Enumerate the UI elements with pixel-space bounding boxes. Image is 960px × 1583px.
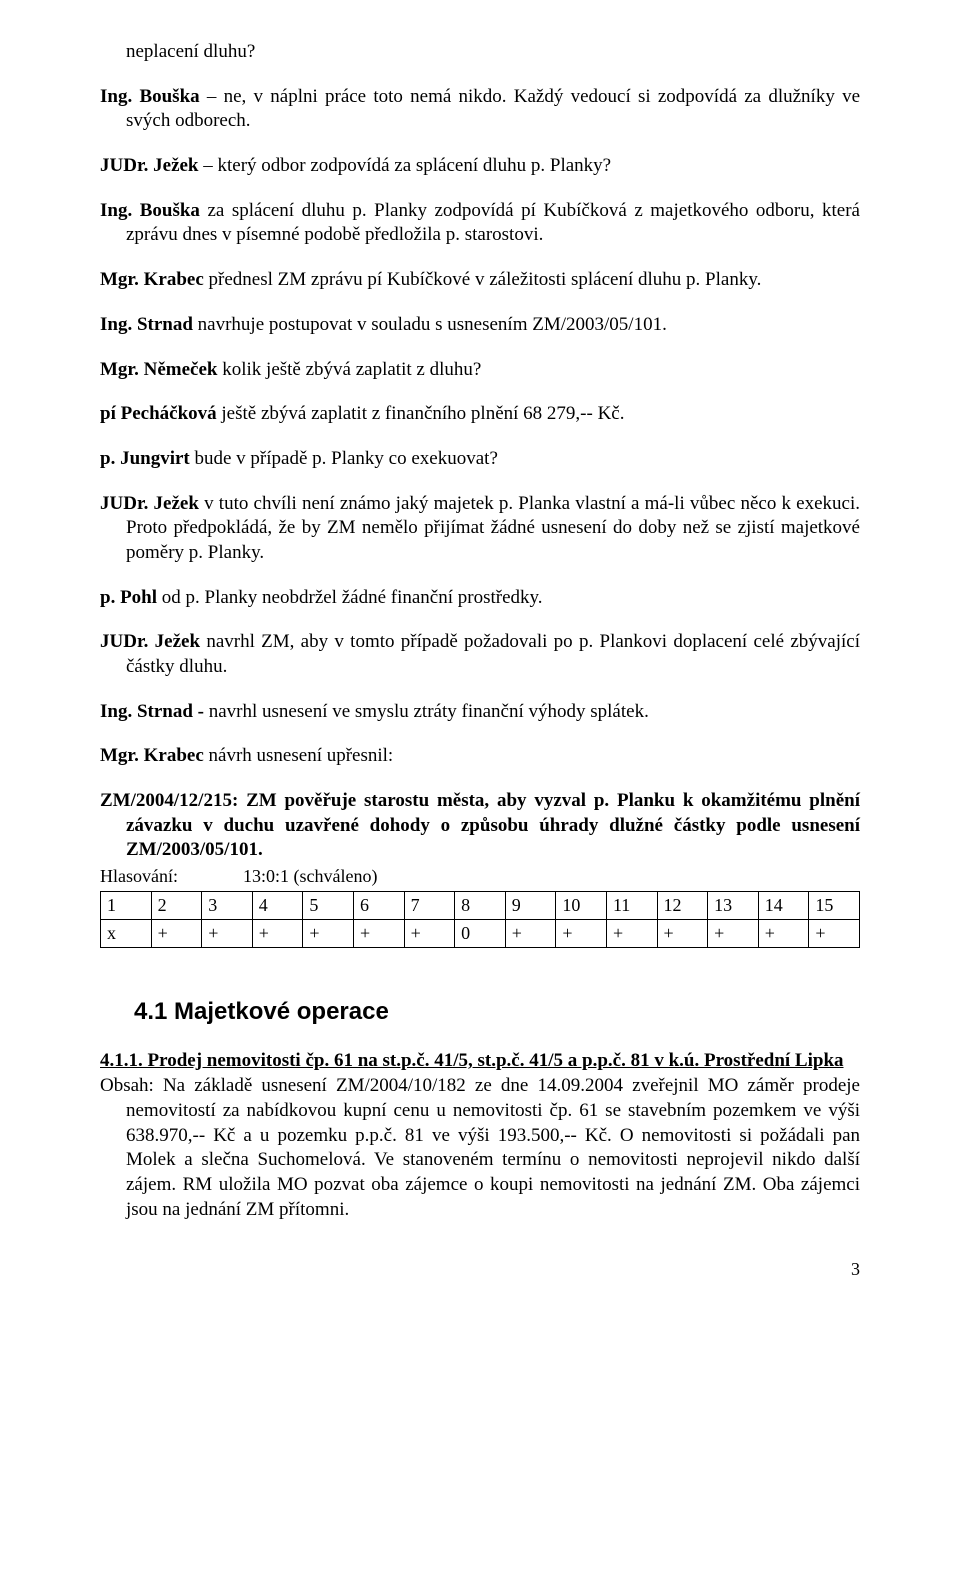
vote-cell: + <box>252 919 303 947</box>
speaker: JUDr. Ježek <box>100 493 199 514</box>
speaker: JUDr. Ježek <box>100 631 200 652</box>
vote-cell: 9 <box>505 891 556 919</box>
speaker: Mgr. Němeček <box>100 359 217 380</box>
obsah-paragraph: Obsah: Na základě usnesení ZM/2004/10/18… <box>100 1074 860 1222</box>
text: – ne, v náplni práce toto nemá nikdo. Ka… <box>126 86 860 132</box>
vote-cell: + <box>556 919 607 947</box>
text: navrhuje postupovat v souladu s usnesení… <box>193 314 667 335</box>
speaker: Ing. Bouška <box>100 86 200 107</box>
vote-cell: + <box>809 919 860 947</box>
obsah-text: Obsah: Na základě usnesení ZM/2004/10/18… <box>100 1075 860 1219</box>
paragraph: JUDr. Ježek – který odbor zodpovídá za s… <box>100 154 860 179</box>
vote-cell: 8 <box>455 891 506 919</box>
speaker: Ing. Strnad <box>100 314 193 335</box>
vote-table: 1 2 3 4 5 6 7 8 9 10 11 12 13 14 15 x + … <box>100 891 860 949</box>
vote-summary: Hlasování: 13:0:1 (schváleno) <box>100 865 860 888</box>
paragraph: JUDr. Ježek v tuto chvíli není známo jak… <box>100 492 860 566</box>
vote-cell: + <box>606 919 657 947</box>
text: – který odbor zodpovídá za splácení dluh… <box>199 155 612 176</box>
vote-value-row: x + + + + + + 0 + + + + + + + <box>101 919 860 947</box>
speaker: pí Pecháčková <box>100 403 217 424</box>
text: ještě zbývá zaplatit z finančního plnění… <box>217 403 625 424</box>
speaker: p. Pohl <box>100 587 157 608</box>
vote-cell: 1 <box>101 891 152 919</box>
speaker: JUDr. Ježek <box>100 155 199 176</box>
text: za splácení dluhu p. Planky zodpovídá pí… <box>126 200 860 246</box>
vote-cell: + <box>758 919 809 947</box>
vote-cell: 13 <box>708 891 759 919</box>
vote-cell: + <box>303 919 354 947</box>
vote-cell: 11 <box>606 891 657 919</box>
text: návrh usnesení upřesnil: <box>204 745 393 766</box>
vote-cell: + <box>353 919 404 947</box>
vote-cell: 4 <box>252 891 303 919</box>
text: navrhl usnesení ve smyslu ztráty finančn… <box>204 701 649 722</box>
vote-header-row: 1 2 3 4 5 6 7 8 9 10 11 12 13 14 15 <box>101 891 860 919</box>
paragraph: Ing. Bouška – ne, v náplni práce toto ne… <box>100 85 860 134</box>
paragraph: Ing. Strnad navrhuje postupovat v soulad… <box>100 313 860 338</box>
page-number: 3 <box>100 1258 860 1281</box>
subsection-heading-text: 4.1.1. Prodej nemovitosti čp. 61 na st.p… <box>100 1050 844 1071</box>
paragraph: Ing. Strnad - navrhl usnesení ve smyslu … <box>100 700 860 725</box>
resolution-text: ZM/2004/12/215: ZM pověřuje starostu měs… <box>100 790 860 860</box>
vote-cell: 10 <box>556 891 607 919</box>
paragraph: p. Jungvirt bude v případě p. Planky co … <box>100 447 860 472</box>
vote-cell: + <box>151 919 202 947</box>
vote-cell: 14 <box>758 891 809 919</box>
vote-cell: + <box>657 919 708 947</box>
text: v tuto chvíli není známo jaký majetek p.… <box>126 493 860 563</box>
vote-cell: 15 <box>809 891 860 919</box>
speaker: Ing. Bouška <box>100 200 200 221</box>
section-heading-text: 4.1 Majetkové operace <box>134 998 389 1025</box>
speaker: Mgr. Krabec <box>100 269 204 290</box>
vote-cell: x <box>101 919 152 947</box>
vote-cell: + <box>708 919 759 947</box>
speaker: p. Jungvirt <box>100 448 190 469</box>
hlasovani-value: 13:0:1 (schváleno) <box>243 866 377 886</box>
text: navrhl ZM, aby v tomto případě požadoval… <box>126 631 860 677</box>
text: bude v případě p. Planky co exekuovat? <box>190 448 498 469</box>
vote-cell: + <box>404 919 455 947</box>
paragraph: neplacení dluhu? <box>100 40 860 65</box>
paragraph: Ing. Bouška za splácení dluhu p. Planky … <box>100 199 860 248</box>
vote-cell: + <box>505 919 556 947</box>
vote-cell: + <box>202 919 253 947</box>
vote-cell: 5 <box>303 891 354 919</box>
vote-cell: 2 <box>151 891 202 919</box>
vote-cell: 7 <box>404 891 455 919</box>
text: přednesl ZM zprávu pí Kubíčkové v záleži… <box>204 269 762 290</box>
speaker: Mgr. Krabec <box>100 745 204 766</box>
text: neplacení dluhu? <box>126 41 255 62</box>
paragraph: Mgr. Němeček kolik ještě zbývá zaplatit … <box>100 358 860 383</box>
subsection-heading: 4.1.1. Prodej nemovitosti čp. 61 na st.p… <box>100 1049 860 1074</box>
paragraph: JUDr. Ježek navrhl ZM, aby v tomto přípa… <box>100 630 860 679</box>
text: od p. Planky neobdržel žádné finanční pr… <box>157 587 543 608</box>
paragraph: pí Pecháčková ještě zbývá zaplatit z fin… <box>100 402 860 427</box>
hlasovani-label: Hlasování: <box>100 866 178 886</box>
vote-cell: 12 <box>657 891 708 919</box>
section-heading: 4.1 Majetkové operace <box>100 996 860 1027</box>
vote-cell: 0 <box>455 919 506 947</box>
paragraph: Mgr. Krabec návrh usnesení upřesnil: <box>100 744 860 769</box>
vote-cell: 6 <box>353 891 404 919</box>
paragraph: p. Pohl od p. Planky neobdržel žádné fin… <box>100 586 860 611</box>
page-number-value: 3 <box>851 1259 860 1279</box>
vote-cell: 3 <box>202 891 253 919</box>
paragraph: Mgr. Krabec přednesl ZM zprávu pí Kubíčk… <box>100 268 860 293</box>
resolution: ZM/2004/12/215: ZM pověřuje starostu měs… <box>100 789 860 863</box>
speaker: Ing. Strnad - <box>100 701 204 722</box>
text: kolik ještě zbývá zaplatit z dluhu? <box>217 359 481 380</box>
